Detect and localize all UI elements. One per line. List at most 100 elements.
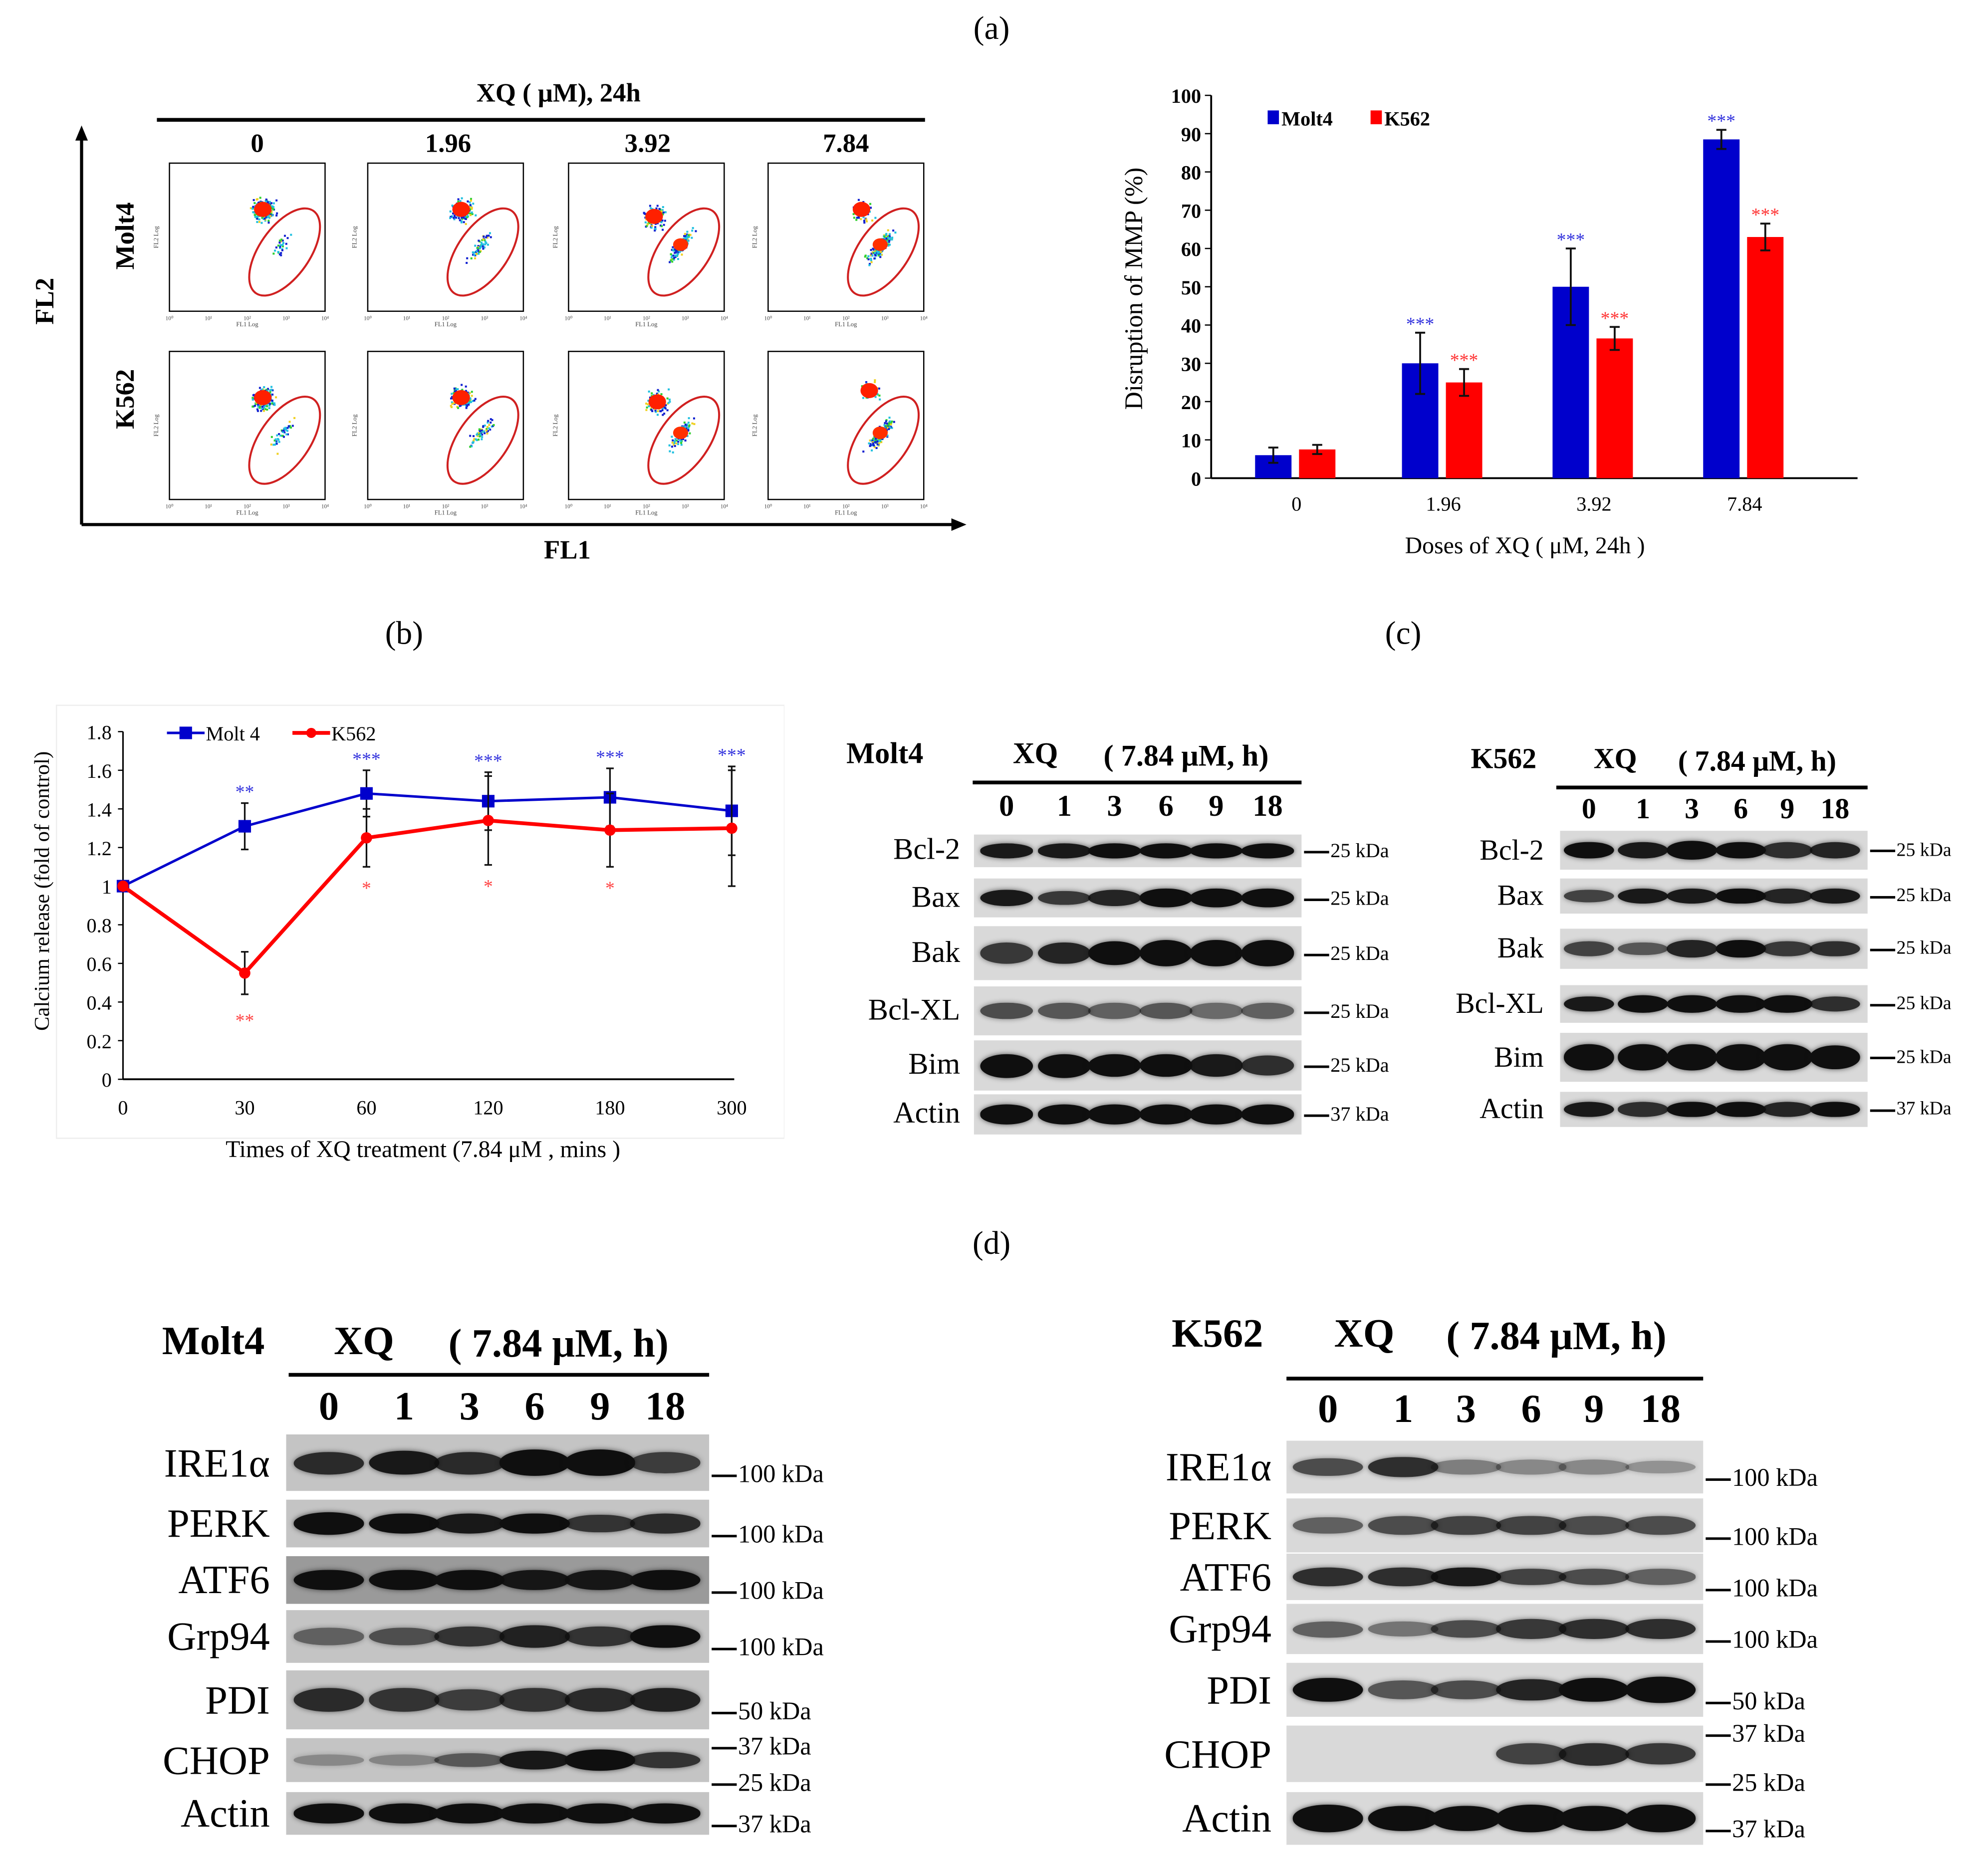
- lane-label: 6: [1158, 790, 1174, 824]
- event-dot: [280, 252, 282, 254]
- event-dot: [687, 238, 689, 240]
- event-dot: [651, 392, 653, 395]
- x-tick-label: 10²: [244, 504, 251, 510]
- event-dot: [668, 398, 671, 401]
- event-dot: [474, 244, 477, 247]
- event-dot: [282, 436, 285, 438]
- event-dot: [655, 411, 657, 413]
- event-dot: [475, 214, 477, 217]
- event-dot: [459, 200, 462, 202]
- event-dot: [680, 438, 683, 441]
- significance-mark: ***: [1707, 111, 1735, 132]
- event-dot: [864, 254, 867, 257]
- event-dot: [450, 216, 452, 218]
- event-dot: [285, 429, 287, 431]
- event-dot: [691, 422, 694, 425]
- bar-k562: [1596, 338, 1633, 478]
- protein-band: [1293, 1677, 1363, 1702]
- event-dot: [286, 433, 289, 436]
- event-dot: [672, 254, 675, 257]
- event-dot: [671, 258, 673, 260]
- event-dot: [679, 251, 681, 253]
- event-dot: [281, 435, 283, 437]
- event-dot: [657, 410, 659, 413]
- event-dot: [662, 407, 664, 409]
- event-dot: [471, 391, 473, 393]
- event-dot: [291, 425, 294, 427]
- event-dot: [260, 410, 262, 412]
- y-tick-label: 40: [1181, 315, 1201, 337]
- protein-label: Bax: [1497, 880, 1544, 912]
- lane-label: 3: [1685, 793, 1700, 825]
- protein-band: [294, 1754, 364, 1766]
- event-dot: [261, 407, 263, 410]
- protein-band: [1139, 1105, 1193, 1124]
- protein-band: [1626, 1569, 1696, 1585]
- event-dot: [650, 227, 653, 229]
- event-dot: [671, 254, 674, 257]
- event-dot: [262, 410, 265, 412]
- protein-band: [1496, 1619, 1566, 1639]
- event-dot: [283, 427, 285, 430]
- protein-band: [1559, 1805, 1629, 1832]
- protein-band: [1190, 843, 1243, 858]
- event-dot: [476, 250, 478, 252]
- event-dot: [870, 249, 872, 251]
- event-dot: [881, 438, 884, 440]
- event-dot: [473, 438, 476, 440]
- event-dot: [884, 422, 886, 424]
- protein-label: Bax: [911, 881, 961, 914]
- density-core: [872, 238, 888, 251]
- protein-band: [1190, 1105, 1243, 1124]
- lane-label: 6: [1733, 793, 1748, 825]
- event-dot: [891, 420, 893, 423]
- event-dot: [269, 403, 271, 405]
- protein-band: [565, 1514, 635, 1533]
- event-dot: [453, 217, 455, 219]
- event-dot: [862, 216, 865, 219]
- event-dot: [646, 406, 648, 409]
- event-dot: [668, 388, 670, 391]
- event-dot: [267, 214, 270, 217]
- event-dot: [269, 205, 272, 208]
- event-dot: [484, 243, 487, 245]
- event-dot: [454, 214, 456, 217]
- event-dot: [874, 254, 877, 257]
- event-dot: [457, 388, 459, 391]
- event-dot: [273, 404, 276, 406]
- mmp-bar-chart: 0 10 20 30 40 50 60 70 80 90 100 0 1.96 3.92 7.84 *** **…: [1120, 85, 1858, 559]
- event-dot: [662, 206, 664, 209]
- series-line-1: [122, 818, 732, 976]
- protein-label: Bak: [911, 936, 961, 969]
- event-dot: [277, 244, 279, 247]
- plot-x-label: FL1 Log: [236, 321, 258, 328]
- protein-band: [369, 1513, 439, 1534]
- event-dot: [872, 441, 874, 444]
- event-dot: [867, 258, 870, 260]
- protein-band: [1293, 1805, 1363, 1832]
- event-dot: [451, 403, 454, 405]
- event-dot: [862, 397, 865, 399]
- event-dot: [865, 218, 868, 221]
- event-dot: [885, 237, 888, 239]
- gate-ellipse: [647, 396, 721, 485]
- event-dot: [467, 200, 469, 203]
- y-tick-label: 20: [1181, 391, 1201, 414]
- y-tick-label: 0.8: [87, 915, 112, 937]
- event-dot: [455, 387, 457, 390]
- molecular-weight-marker: 37 kDa: [1706, 1720, 1805, 1749]
- protein-label: Actin: [893, 1097, 961, 1131]
- event-dot: [471, 208, 473, 210]
- event-dot: [293, 417, 296, 419]
- event-dot: [281, 245, 284, 247]
- series-line-0: [122, 792, 732, 888]
- blot-treatment: XQ: [1593, 743, 1637, 774]
- event-dot: [890, 426, 892, 428]
- blot-strip: [974, 1094, 1302, 1135]
- event-dot: [886, 238, 888, 241]
- event-dot: [687, 429, 690, 432]
- event-dot: [686, 423, 688, 426]
- x-tick-label: 10²: [442, 504, 450, 510]
- protein-band: [1088, 1105, 1141, 1124]
